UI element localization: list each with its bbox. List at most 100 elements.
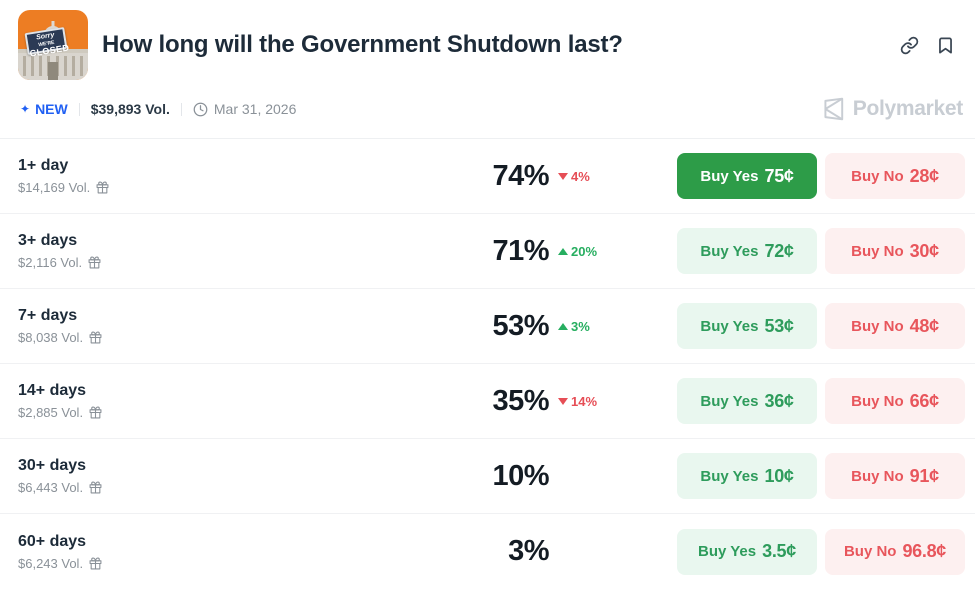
buy-no-button[interactable]: Buy No 28¢ — [825, 153, 965, 199]
outcome-odds: 10% — [437, 460, 677, 493]
outcome-row: 30+ days $6,443 Vol. 10% Buy Yes 10 — [0, 439, 975, 514]
outcome-name: 60+ days — [18, 532, 87, 550]
outcome-name: 3+ days — [18, 232, 78, 249]
gift-icon — [89, 557, 102, 569]
outcome-volume-label: $14,169 Vol. — [18, 180, 91, 195]
yes-price: 3.5¢ — [762, 541, 796, 561]
outcome-actions: Buy Yes 72¢ Buy No 30¢ — [677, 228, 965, 274]
outcome-chance: 71% — [492, 234, 549, 267]
polymarket-logo-icon — [824, 97, 843, 121]
outcome-name: 30+ days — [18, 457, 87, 474]
outcome-actions: Buy Yes 3.5¢ Buy No 96.8¢ — [677, 528, 965, 575]
outcome-odds: 35% 14% — [437, 385, 677, 418]
no-price: 30¢ — [909, 240, 939, 261]
buy-no-button[interactable]: Buy No 48¢ — [825, 303, 965, 349]
outcome-volume-label: $6,443 Vol. — [18, 480, 84, 495]
market-header: Sorry WE'RE CLOSED How long will the Gov… — [0, 0, 975, 80]
outcome-row: 3+ days $2,116 Vol. 71% 20% Buy Yes — [0, 214, 975, 289]
gift-icon — [89, 331, 102, 344]
buy-yes-button[interactable]: Buy Yes 36¢ — [677, 378, 817, 424]
buy-no-button[interactable]: Buy No 30¢ — [825, 228, 965, 274]
closed-sign: Sorry WE'RE CLOSED — [24, 27, 70, 59]
buy-yes-button[interactable]: Buy Yes 75¢ — [677, 153, 817, 199]
header-actions — [900, 36, 961, 55]
outcome-actions: Buy Yes 75¢ Buy No 28¢ — [677, 153, 965, 199]
polymarket-wordmark: Polymarket — [852, 97, 964, 120]
yes-price: 36¢ — [764, 390, 794, 411]
outcome-info: 14+ days $2,885 Vol. — [18, 382, 437, 420]
buy-no-button[interactable]: Buy No 91¢ — [825, 453, 965, 499]
copy-link-icon[interactable] — [900, 36, 919, 55]
outcome-actions: Buy Yes 53¢ Buy No 48¢ — [677, 303, 965, 349]
outcome-name: 7+ days — [18, 307, 78, 324]
buy-no-button[interactable]: Buy No 96.8¢ — [825, 528, 965, 575]
yes-price: 72¢ — [764, 240, 794, 261]
outcome-actions: Buy Yes 36¢ Buy No 66¢ — [677, 378, 965, 424]
outcome-row: 1+ day $14,169 Vol. 74% 4% Buy Yes 7 — [0, 139, 975, 214]
outcome-change: 4% — [549, 169, 677, 184]
no-price: 96.8¢ — [902, 541, 947, 561]
outcome-volume-label: $6,243 Vol. — [18, 555, 84, 571]
outcome-chance: 53% — [492, 309, 549, 342]
outcome-row: 7+ days $8,038 Vol. 53% 3% Buy Yes 5 — [0, 289, 975, 364]
change-arrow-icon — [558, 397, 568, 405]
page-title: How long will the Government Shutdown la… — [102, 31, 623, 58]
meta-divider — [78, 102, 80, 116]
meta-divider — [180, 102, 182, 116]
change-arrow-icon — [558, 172, 568, 180]
change-value: 14% — [571, 393, 598, 409]
bookmark-icon[interactable] — [936, 36, 955, 55]
change-value: 4% — [571, 168, 590, 184]
buy-no-button[interactable]: Buy No 66¢ — [825, 378, 965, 424]
change-value: 3% — [571, 318, 590, 334]
outcome-odds: 74% 4% — [437, 160, 677, 193]
outcome-odds: 71% 20% — [437, 235, 677, 268]
buy-yes-button[interactable]: Buy Yes 10¢ — [677, 453, 817, 499]
outcome-info: 7+ days $8,038 Vol. — [18, 307, 437, 345]
polymarket-watermark: Polymarket — [820, 96, 963, 122]
outcome-info: 60+ days $6,243 Vol. — [18, 533, 437, 571]
total-volume: $39,893 Vol. — [90, 101, 170, 117]
yes-price: 75¢ — [764, 165, 794, 186]
clock-icon — [193, 102, 208, 116]
buy-yes-button[interactable]: Buy Yes 72¢ — [677, 228, 817, 274]
outcome-change: 20% — [549, 244, 677, 259]
change-arrow-icon — [558, 322, 568, 330]
market-thumbnail: Sorry WE'RE CLOSED — [18, 10, 88, 80]
outcome-change: 3% — [549, 319, 677, 334]
outcome-name: 1+ day — [18, 157, 69, 174]
outcome-odds: 3% — [437, 535, 677, 568]
outcome-chance: 10% — [492, 459, 549, 492]
buy-yes-button[interactable]: Buy Yes 53¢ — [677, 303, 817, 349]
no-price: 28¢ — [909, 165, 939, 186]
outcome-volume: $8,038 Vol. — [18, 330, 437, 345]
outcome-info: 30+ days $6,443 Vol. — [18, 457, 437, 495]
outcome-volume: $14,169 Vol. — [18, 180, 437, 195]
market-meta: ✦ NEW $39,893 Vol. Mar 31, 2026 Polymark… — [0, 80, 975, 122]
outcome-chance: 3% — [508, 535, 549, 567]
outcome-volume: $2,885 Vol. — [18, 405, 437, 420]
outcome-row: 14+ days $2,885 Vol. 35% 14% Buy Yes — [0, 364, 975, 439]
outcome-info: 3+ days $2,116 Vol. — [18, 232, 437, 270]
change-arrow-icon — [558, 247, 568, 255]
outcomes-list: 1+ day $14,169 Vol. 74% 4% Buy Yes 7 — [0, 138, 975, 589]
outcome-chance: 74% — [492, 159, 549, 192]
end-date: Mar 31, 2026 — [193, 101, 297, 117]
yes-price: 53¢ — [764, 315, 794, 336]
no-price: 48¢ — [909, 315, 939, 336]
gift-icon — [88, 256, 101, 269]
outcome-change: 14% — [549, 394, 677, 409]
change-value: 20% — [571, 243, 598, 259]
outcome-volume-label: $2,885 Vol. — [18, 405, 84, 420]
outcome-volume: $6,443 Vol. — [18, 480, 437, 495]
outcome-volume-label: $8,038 Vol. — [18, 330, 84, 345]
outcome-info: 1+ day $14,169 Vol. — [18, 157, 437, 195]
gift-icon — [89, 481, 102, 494]
end-date-label: Mar 31, 2026 — [213, 101, 297, 117]
buy-yes-button[interactable]: Buy Yes 3.5¢ — [677, 528, 817, 575]
outcome-volume: $2,116 Vol. — [18, 255, 437, 270]
outcome-volume-label: $2,116 Vol. — [18, 255, 83, 270]
outcome-chance: 35% — [492, 384, 549, 417]
gift-icon — [96, 181, 109, 194]
